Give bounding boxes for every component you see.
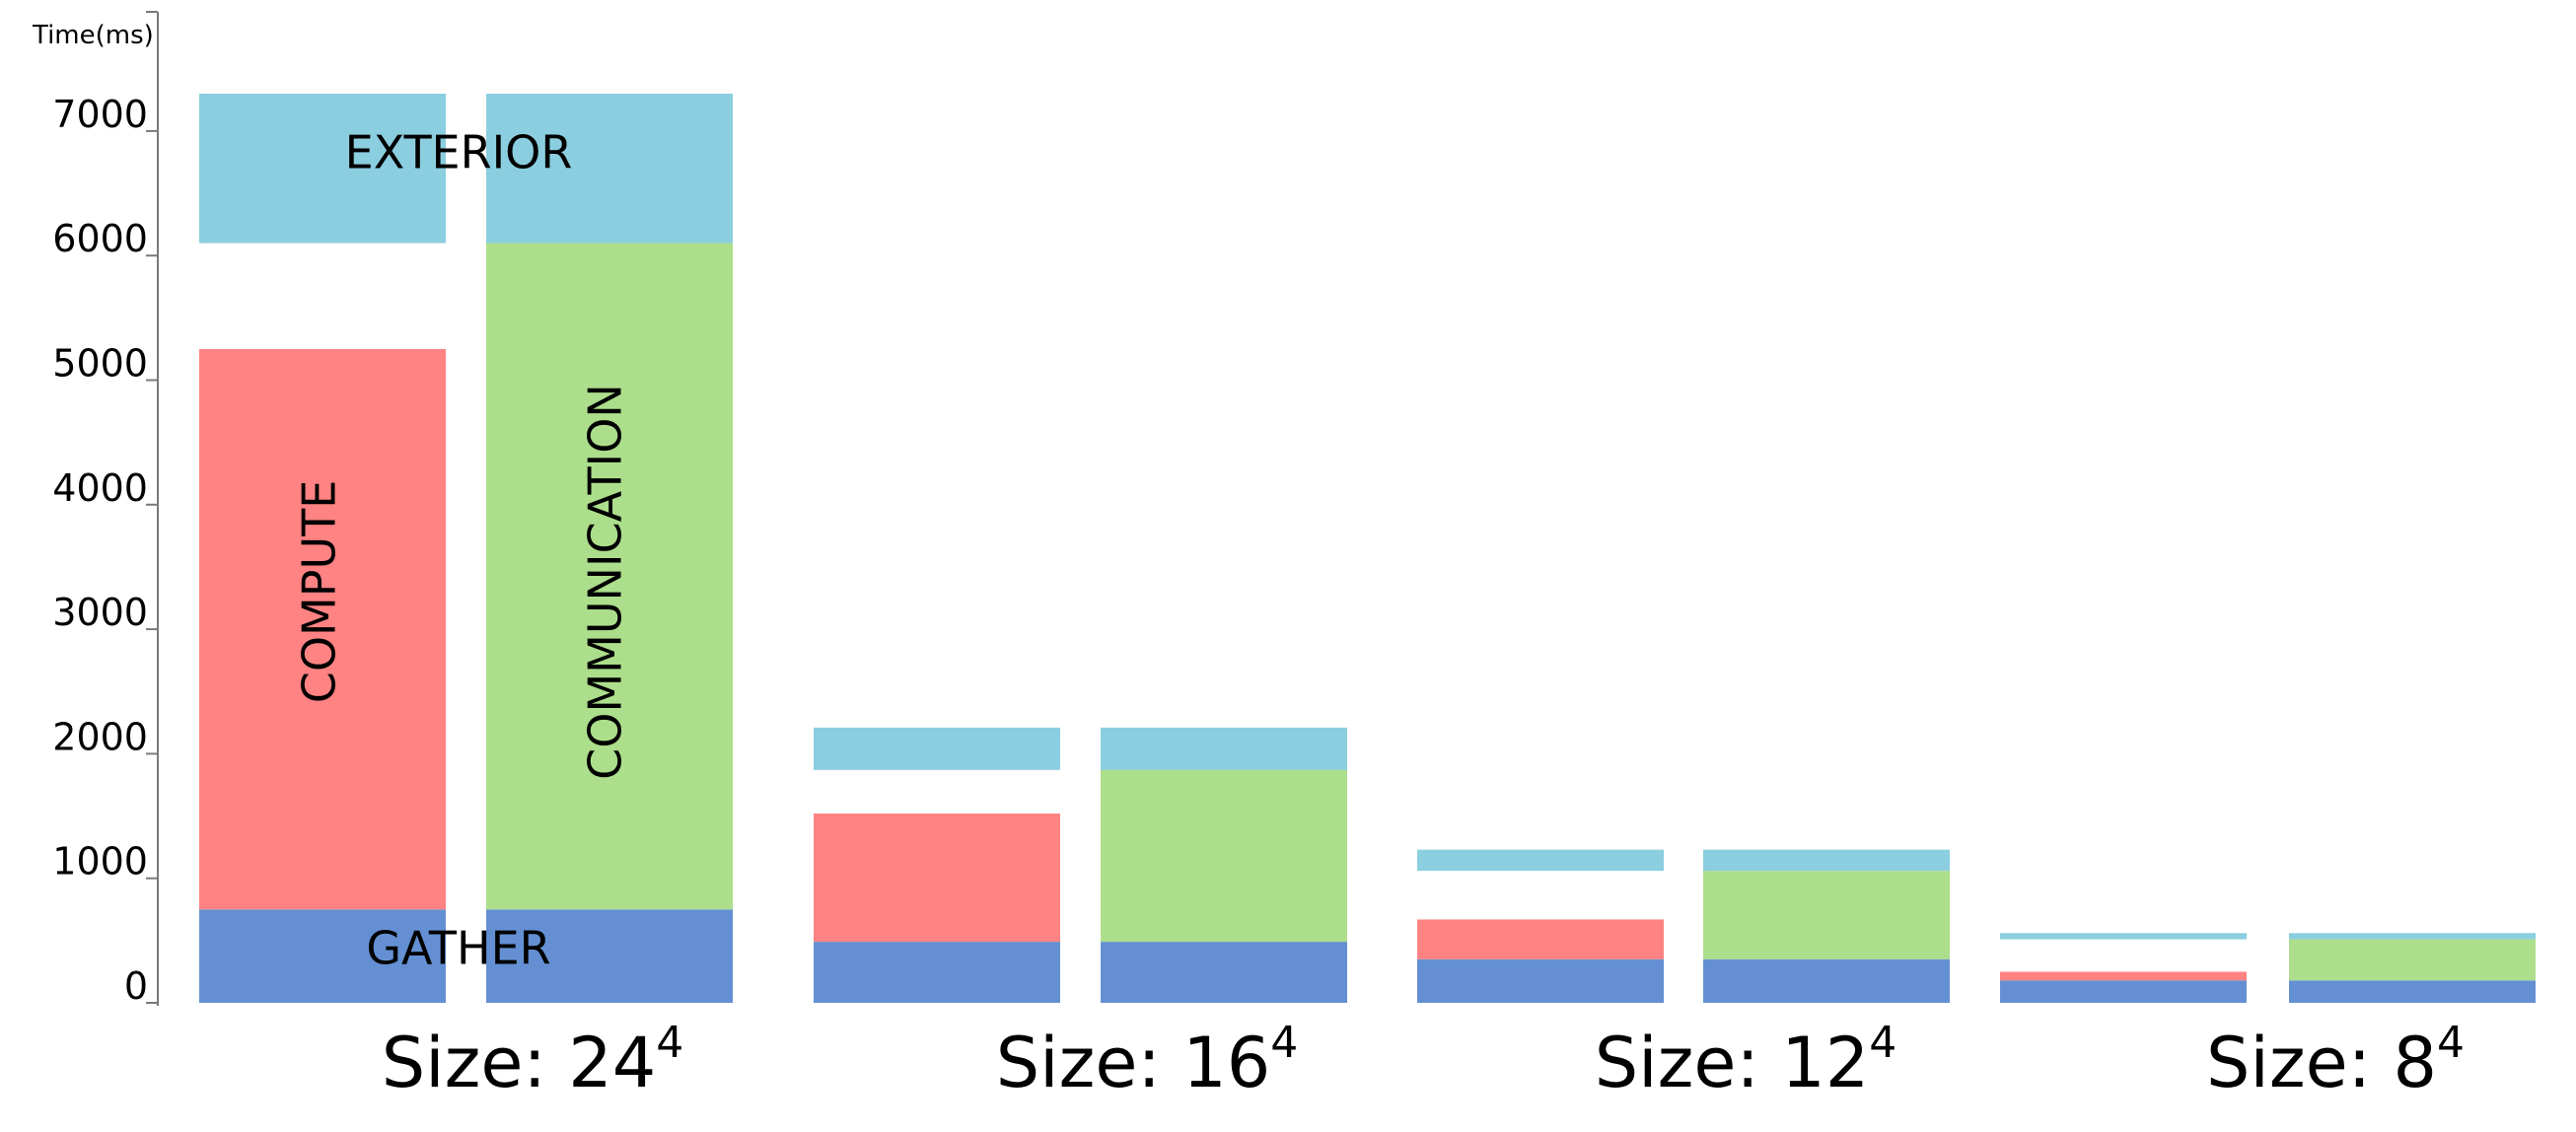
group-label-exponent: 4 xyxy=(1869,1018,1896,1068)
bar-segment-gather xyxy=(1703,958,1950,1003)
bar-segment-communication xyxy=(486,243,733,910)
bar-segment-exterior xyxy=(2000,933,2247,940)
group-label: Size: 124 xyxy=(1595,1018,1897,1103)
bar-segment-idle xyxy=(2000,939,2247,972)
bar-segment-gather xyxy=(2289,980,2536,1003)
bar-segment-communication xyxy=(1703,871,1950,959)
bar-segment-gather xyxy=(2000,980,2247,1003)
group-label: Size: 84 xyxy=(2206,1018,2465,1103)
bar-segment-gather xyxy=(814,942,1060,1003)
bar-segment-exterior xyxy=(2289,933,2536,940)
bar-segment-compute xyxy=(2000,971,2247,981)
bar-segment-idle xyxy=(814,769,1060,814)
group-label-exponent: 4 xyxy=(2437,1018,2465,1068)
segment-label-compute: COMPUTE xyxy=(293,480,346,704)
bar-segment-exterior xyxy=(1101,727,1347,770)
bar-segment-exterior xyxy=(1417,849,1664,872)
group-label-text: Size: 16 xyxy=(996,1023,1271,1103)
bar-segment-exterior xyxy=(1703,849,1950,872)
bar-segment-gather xyxy=(1417,958,1664,1003)
bar-segment-communication xyxy=(2289,939,2536,981)
y-axis: Time(ms) 0 1000 2000 3000 4000 5000 6000 7000 xyxy=(32,11,159,1008)
segment-label-gather: GATHER xyxy=(366,922,550,975)
group-label-text: Size: 12 xyxy=(1595,1023,1870,1103)
y-axis-title: Time(ms) xyxy=(32,21,154,50)
y-tick-label: 6000 xyxy=(52,217,148,260)
group-label-exponent: 4 xyxy=(656,1018,683,1068)
labels: Size: 244 Size: 164 Size: 124 Size: 84GATHE… xyxy=(293,126,2466,1104)
group-label: Size: 244 xyxy=(382,1018,684,1103)
y-tick-label: 7000 xyxy=(52,93,148,136)
bar-segment-idle xyxy=(199,243,446,349)
bar-segment-gather xyxy=(1101,942,1347,1003)
bar-segment-exterior xyxy=(814,727,1060,770)
y-tick-label: 4000 xyxy=(52,466,148,510)
bar-segment-gather xyxy=(486,909,733,1003)
bar-segment-idle xyxy=(1417,871,1664,920)
y-tick-label: 5000 xyxy=(52,342,148,386)
bar-segment-gather xyxy=(199,909,446,1003)
group-label-text: Size: 8 xyxy=(2206,1023,2437,1103)
bar-segment-compute xyxy=(1417,919,1664,959)
bars xyxy=(199,94,2536,1003)
bar-segment-exterior xyxy=(199,94,446,244)
group-label-exponent: 4 xyxy=(1270,1018,1298,1068)
y-tick-label: 3000 xyxy=(52,591,148,634)
y-tick-label: 1000 xyxy=(52,840,148,884)
y-tick-label: 2000 xyxy=(52,715,148,758)
segment-label-exterior: EXTERIOR xyxy=(345,126,573,179)
bar-segment-exterior xyxy=(486,94,733,244)
bar-segment-compute xyxy=(199,348,446,910)
segment-label-communication: COMMUNICATION xyxy=(579,384,632,780)
bar-segment-compute xyxy=(814,814,1060,943)
group-label-text: Size: 24 xyxy=(382,1023,657,1103)
group-label: Size: 164 xyxy=(996,1018,1299,1103)
y-tick-label: 0 xyxy=(124,964,148,1008)
bar-segment-communication xyxy=(1101,769,1347,943)
